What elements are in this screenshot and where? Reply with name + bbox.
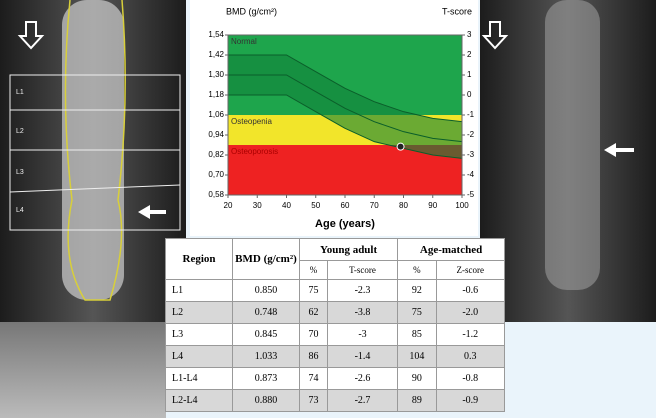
y2-tick-label: 3 bbox=[467, 30, 472, 39]
patient-point bbox=[397, 143, 404, 150]
table-cell: 0.748 bbox=[233, 302, 300, 324]
x-tick-label: 60 bbox=[341, 201, 350, 210]
left-xray-lower bbox=[0, 322, 166, 418]
table-cell: -0.8 bbox=[436, 368, 504, 390]
y-tick-label: 1,42 bbox=[208, 50, 224, 59]
table-cell: 1.033 bbox=[233, 346, 300, 368]
y2-tick-label: 1 bbox=[467, 70, 472, 79]
x-axis-label: Age (years) bbox=[315, 218, 375, 230]
header: Region bbox=[166, 239, 233, 280]
zone-label: Normal bbox=[231, 37, 257, 46]
table-cell: 75 bbox=[300, 280, 328, 302]
table-cell: 62 bbox=[300, 302, 328, 324]
zone-label: Osteopenia bbox=[231, 117, 272, 126]
subheader: Z-score bbox=[436, 261, 504, 280]
x-tick-label: 30 bbox=[253, 201, 262, 210]
y-tick-label: 1,30 bbox=[208, 70, 224, 79]
vertebra-label: L3 bbox=[16, 169, 24, 176]
table-cell: 86 bbox=[300, 346, 328, 368]
table-cell: 90 bbox=[398, 368, 436, 390]
table-cell: 104 bbox=[398, 346, 436, 368]
table-cell: 85 bbox=[398, 324, 436, 346]
vertebra-label: L4 bbox=[16, 207, 24, 214]
table-cell: L1 bbox=[166, 280, 233, 302]
table-cell: 92 bbox=[398, 280, 436, 302]
right-spine bbox=[545, 0, 600, 290]
table-cell: -0.9 bbox=[436, 390, 504, 412]
table-cell: -1.4 bbox=[327, 346, 397, 368]
y-tick-label: 0,58 bbox=[208, 190, 224, 199]
header: Young adult bbox=[300, 239, 398, 261]
zone-label: Osteoporosis bbox=[231, 147, 278, 156]
x-tick-label: 70 bbox=[370, 201, 379, 210]
table-cell: 74 bbox=[300, 368, 328, 390]
x-tick-label: 50 bbox=[311, 201, 320, 210]
subheader: T-score bbox=[327, 261, 397, 280]
table-cell: L3 bbox=[166, 324, 233, 346]
header: Age-matched bbox=[398, 239, 505, 261]
table-cell: L1-L4 bbox=[166, 368, 233, 390]
vertebra-label: L2 bbox=[16, 128, 24, 135]
table-cell: -3.8 bbox=[327, 302, 397, 324]
y-tick-label: 1,18 bbox=[208, 90, 224, 99]
y2-tick-label: -4 bbox=[467, 170, 475, 179]
table-cell: 0.880 bbox=[233, 390, 300, 412]
table-cell: -2.7 bbox=[327, 390, 397, 412]
table-cell: 0.845 bbox=[233, 324, 300, 346]
y-tick-label: 1,54 bbox=[208, 30, 224, 39]
table-cell: -2.3 bbox=[327, 280, 397, 302]
table-cell: 73 bbox=[300, 390, 328, 412]
y2-tick-label: -1 bbox=[467, 110, 475, 119]
table-cell: L4 bbox=[166, 346, 233, 368]
chart-title: BMD (g/cm²) bbox=[226, 6, 277, 16]
page: BMD (g/cm²) T-score Age (years) Normal Os… bbox=[0, 0, 656, 418]
y-tick-label: 0,70 bbox=[208, 170, 224, 179]
table-cell: -1.2 bbox=[436, 324, 504, 346]
y2-tick-label: -2 bbox=[467, 130, 475, 139]
y2-tick-label: -5 bbox=[467, 190, 475, 199]
table-cell: -3 bbox=[327, 324, 397, 346]
table-cell: 70 bbox=[300, 324, 328, 346]
y2-tick-label: 2 bbox=[467, 50, 472, 59]
table-cell: L2-L4 bbox=[166, 390, 233, 412]
table-cell: 0.3 bbox=[436, 346, 504, 368]
y-tick-label: 0,82 bbox=[208, 150, 224, 159]
table-cell: 89 bbox=[398, 390, 436, 412]
y-tick-label: 1,06 bbox=[208, 110, 224, 119]
table-cell: 0.850 bbox=[233, 280, 300, 302]
table-cell: -2.0 bbox=[436, 302, 504, 324]
x-tick-label: 80 bbox=[399, 201, 408, 210]
x-tick-label: 100 bbox=[455, 201, 469, 210]
table-cell: -0.6 bbox=[436, 280, 504, 302]
table-cell: 75 bbox=[398, 302, 436, 324]
y2-tick-label: 0 bbox=[467, 90, 472, 99]
x-tick-label: 40 bbox=[282, 201, 291, 210]
header: BMD (g/cm²) bbox=[233, 239, 300, 280]
table-cell: 0.873 bbox=[233, 368, 300, 390]
subheader: % bbox=[300, 261, 328, 280]
table-cell: -2.6 bbox=[327, 368, 397, 390]
x-tick-label: 20 bbox=[224, 201, 233, 210]
table-cell: L2 bbox=[166, 302, 233, 324]
vertebra-label: L1 bbox=[16, 89, 24, 96]
y2-title: T-score bbox=[442, 6, 472, 16]
subheader: % bbox=[398, 261, 436, 280]
x-tick-label: 90 bbox=[428, 201, 437, 210]
y2-tick-label: -3 bbox=[467, 150, 475, 159]
bmd-table: Region BMD (g/cm²) Young adult Age-match… bbox=[165, 238, 505, 412]
y-tick-label: 0,94 bbox=[208, 130, 224, 139]
